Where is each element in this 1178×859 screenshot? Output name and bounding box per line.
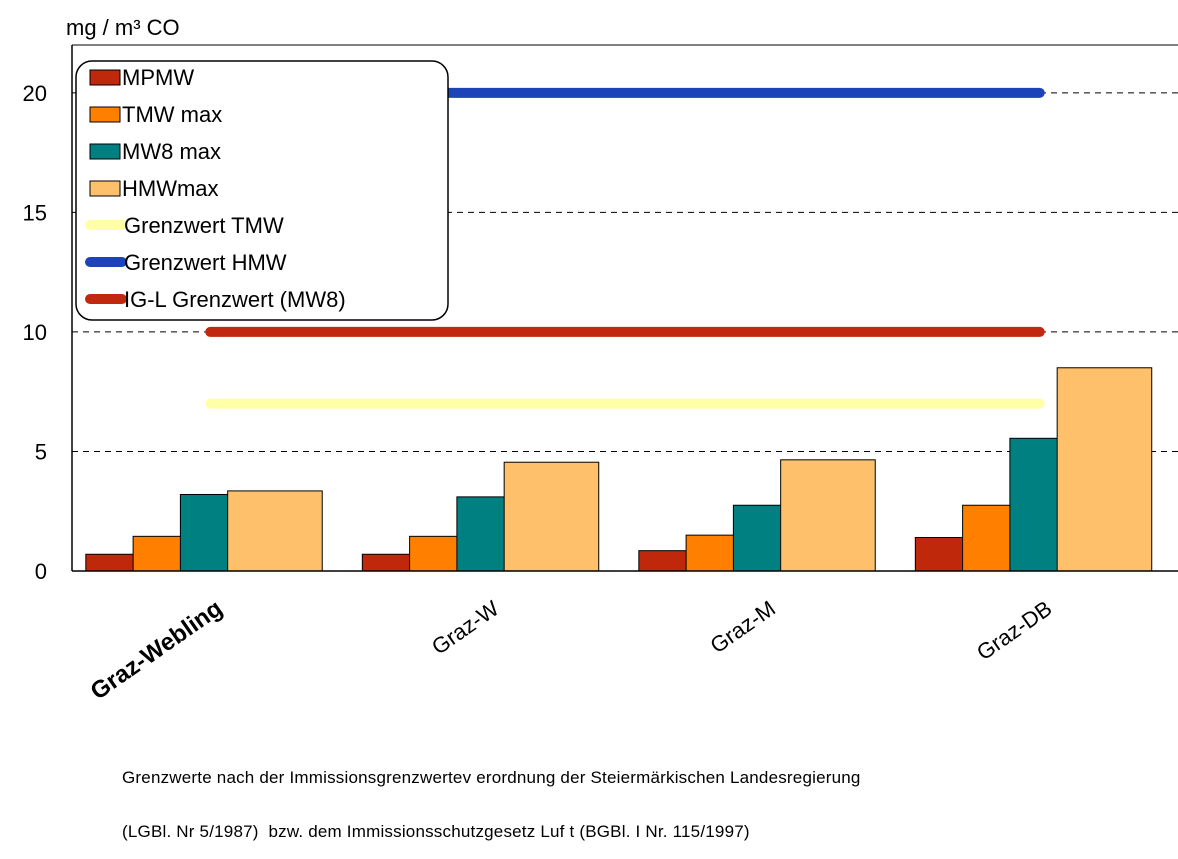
x-tick-labels: Graz-Webling Graz-W Graz-M Graz-DB xyxy=(86,595,1057,706)
x-tick-label-0: Graz-Webling xyxy=(86,595,228,706)
bar-3-3 xyxy=(1056,367,1153,572)
legend-label-0: MPMW xyxy=(122,65,194,90)
footnote: Grenzwerte nach der Immissionsgrenzwerte… xyxy=(122,733,861,859)
y-tick-label-4: 20 xyxy=(23,81,47,106)
y-tick-label-1: 5 xyxy=(35,439,47,464)
bar-3-0 xyxy=(227,490,323,572)
legend-box xyxy=(75,60,449,321)
axes xyxy=(71,44,1178,572)
legend-label-3: HMWmax xyxy=(122,176,219,201)
y-axis-title: mg / m³ CO xyxy=(66,15,180,40)
footnote-line-1: Grenzwerte nach der Immissionsgrenzwerte… xyxy=(122,768,861,787)
y-tick-label-2: 10 xyxy=(23,320,47,345)
y-tick-label-3: 15 xyxy=(23,200,47,225)
legend-ref-label-1: Grenzwert HMW xyxy=(124,250,287,275)
legend: MPMW TMW max MW8 max HMWmax Grenzwert TMW Gre… xyxy=(75,60,449,321)
legend-swatch-1 xyxy=(89,106,121,123)
y-tick-label-0: 0 xyxy=(35,559,47,584)
legend-ref-label-2: IG-L Grenzwert (MW8) xyxy=(124,287,346,312)
x-tick-label-1: Graz-W xyxy=(427,595,504,659)
legend-label-2: MW8 max xyxy=(122,139,221,164)
x-tick-label-3: Graz-DB xyxy=(972,596,1056,666)
y-tick-labels: 0 5 10 15 20 xyxy=(23,81,47,584)
bars xyxy=(85,367,1153,572)
x-tick-label-2: Graz-M xyxy=(706,596,780,659)
legend-label-1: TMW max xyxy=(122,102,222,127)
bar-3-2 xyxy=(780,459,876,572)
legend-swatch-3 xyxy=(89,180,121,197)
legend-ref-label-0: Grenzwert TMW xyxy=(124,213,284,238)
bar-3-1 xyxy=(503,461,600,572)
legend-swatch-2 xyxy=(89,143,121,160)
legend-swatch-0 xyxy=(89,69,121,86)
footnote-line-2: (LGBl. Nr 5/1987) bzw. dem Immissionssch… xyxy=(122,822,750,841)
